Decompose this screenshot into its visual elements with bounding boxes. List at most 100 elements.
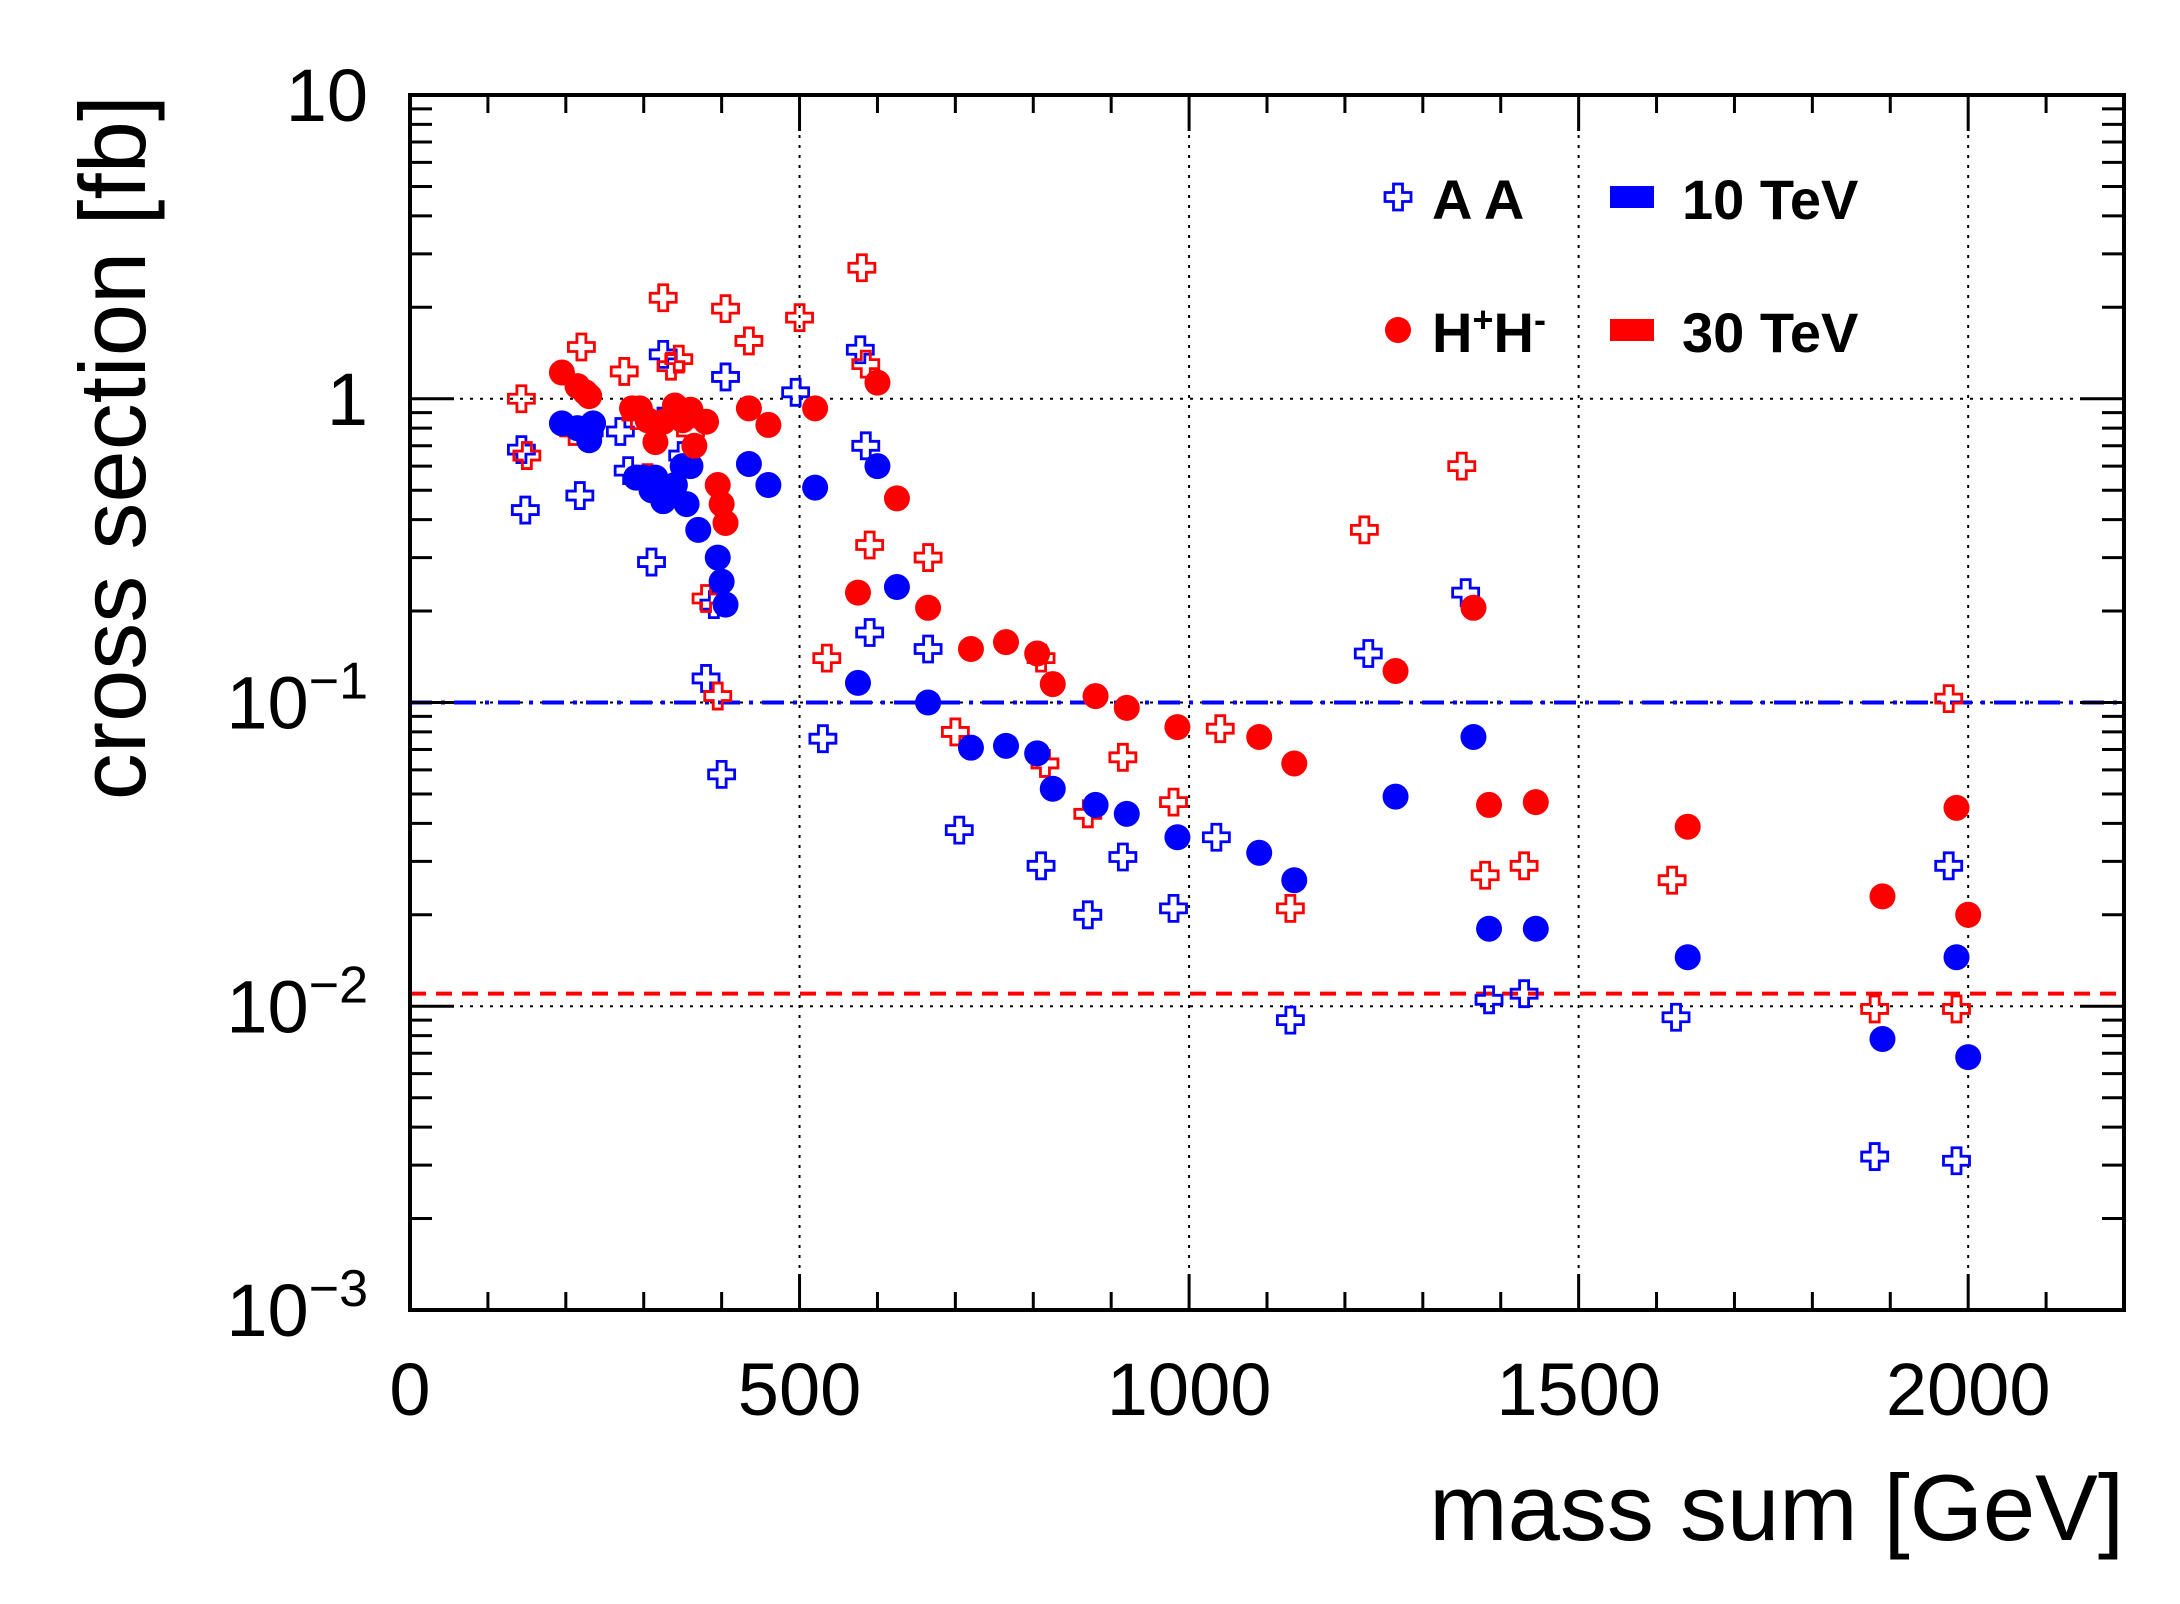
y-tick-label: 10−2 <box>226 956 368 1048</box>
data-point <box>711 362 740 392</box>
x-tick-label: 2000 <box>1886 1348 2051 1431</box>
data-point <box>1476 791 1503 818</box>
data-point <box>691 584 721 613</box>
data-point <box>1460 594 1487 621</box>
data-point <box>507 384 536 414</box>
legend-label: A A <box>1432 168 1524 231</box>
data-point <box>812 643 842 673</box>
data-point <box>708 568 735 595</box>
data-point <box>1108 742 1138 772</box>
data-point <box>712 509 739 536</box>
data-point <box>1661 1002 1691 1032</box>
data-point <box>1869 1026 1896 1053</box>
data-point <box>580 410 607 437</box>
data-point <box>844 579 871 606</box>
data-point <box>1113 800 1140 827</box>
data-point <box>1869 883 1896 910</box>
data-point <box>1460 723 1487 750</box>
data-point <box>704 544 731 571</box>
data-point <box>1674 944 1701 971</box>
data-point <box>1082 683 1109 710</box>
data-point <box>864 369 891 396</box>
data-point <box>1281 867 1308 894</box>
data-point <box>664 344 694 374</box>
data-point <box>1955 901 1982 928</box>
data-point <box>1275 1005 1305 1035</box>
data-point <box>755 472 782 499</box>
data-point <box>1349 515 1379 545</box>
data-point <box>1447 451 1477 481</box>
data-point <box>808 724 838 754</box>
data-point <box>1073 900 1103 930</box>
x-tick-label: 0 <box>389 1348 430 1431</box>
data-point <box>802 474 829 501</box>
data-point <box>944 815 974 845</box>
legend-marker <box>1385 317 1411 343</box>
data-point <box>1860 1142 1890 1171</box>
data-point <box>1353 639 1383 668</box>
data-point <box>913 634 943 664</box>
data-point <box>845 335 875 365</box>
y-axis-title: cross section [fb] <box>60 95 165 800</box>
data-point <box>1522 789 1549 816</box>
y-tick-label: 10 <box>286 54 368 137</box>
data-point <box>1382 657 1409 684</box>
data-point <box>1275 893 1305 923</box>
reference-lines <box>410 700 2124 996</box>
data-point <box>711 294 740 324</box>
data-point <box>642 429 669 456</box>
data-point <box>755 411 782 438</box>
data-point <box>864 453 891 480</box>
data-point <box>1955 1044 1982 1071</box>
grid <box>410 95 2124 1310</box>
data-point <box>1470 860 1500 890</box>
data-point <box>1509 979 1539 1009</box>
legend-label: H+H- <box>1432 299 1546 365</box>
data-point <box>993 732 1020 759</box>
data-point <box>677 453 704 480</box>
data-point <box>855 618 885 647</box>
legend-swatch <box>1610 319 1654 341</box>
y-tick-label: 10−1 <box>226 653 368 745</box>
axis-ticks <box>408 95 2126 1312</box>
data-point <box>1164 714 1191 741</box>
data-point <box>1024 740 1051 767</box>
data-point <box>1942 994 1971 1024</box>
data-point <box>712 591 739 618</box>
data-point <box>707 759 737 789</box>
data-point <box>1039 775 1066 802</box>
data-point <box>681 432 708 459</box>
data-point <box>703 681 733 711</box>
data-point <box>785 303 814 332</box>
y-tick-labels: 10−3 10−2 10−1 1 10 <box>226 54 368 1352</box>
data-point <box>1201 822 1231 852</box>
data-point <box>855 530 885 560</box>
data-point <box>1934 851 1964 881</box>
data-point <box>1476 915 1503 942</box>
legend-label: 30 TeV <box>1682 301 1858 364</box>
data-point <box>915 594 942 621</box>
data-point <box>1943 794 1970 821</box>
data-point <box>1246 723 1273 750</box>
data-point <box>1164 824 1191 851</box>
data-point <box>507 435 536 465</box>
data-point <box>1246 839 1273 866</box>
data-point <box>844 669 871 696</box>
legend-label: 10 TeV <box>1682 168 1858 231</box>
data-point <box>1522 915 1549 942</box>
legend-marker <box>1383 182 1413 212</box>
data-point <box>648 283 678 313</box>
data-point <box>1113 694 1140 721</box>
x-tick-label: 1000 <box>1107 1348 1272 1431</box>
data-point <box>883 485 910 512</box>
legend: A A 10 TeV H+H- 30 TeV <box>1383 168 1858 365</box>
data-point <box>1159 787 1188 817</box>
data-point <box>567 332 596 362</box>
data-point <box>847 253 877 283</box>
data-point <box>1382 783 1409 810</box>
y-tick-label: 10−3 <box>226 1260 368 1352</box>
data-point <box>1942 1146 1971 1176</box>
data-point <box>642 464 669 491</box>
data-point <box>1474 985 1504 1015</box>
x-tick-label: 1500 <box>1496 1348 1661 1431</box>
